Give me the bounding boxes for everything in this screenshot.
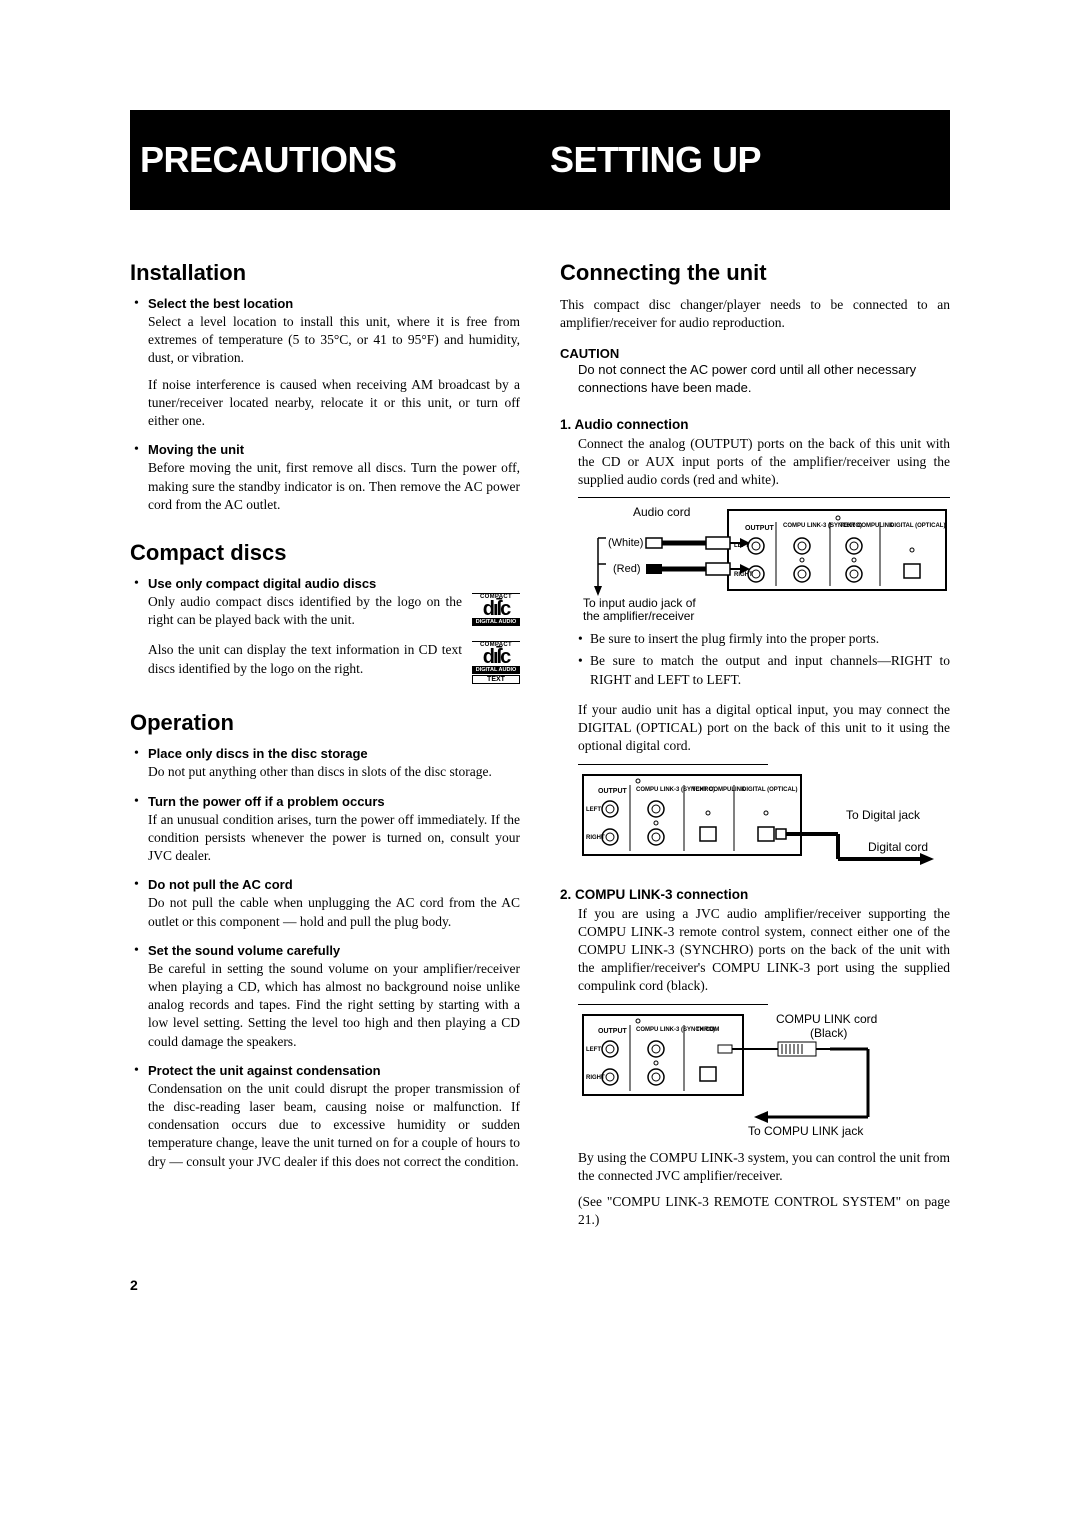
audio-body: Connect the analog (OUTPUT) ports on the… bbox=[560, 435, 950, 490]
installation-list: Select the best location Select a level … bbox=[130, 296, 520, 514]
svg-text:OUTPUT: OUTPUT bbox=[598, 788, 628, 795]
audio-head: 1. Audio connection bbox=[560, 417, 950, 432]
item-body: Be careful in setting the sound volume o… bbox=[148, 960, 520, 1051]
installation-title: Installation bbox=[130, 260, 520, 286]
item-head: Use only compact digital audio discs bbox=[148, 576, 520, 591]
left-column: Installation Select the best location Se… bbox=[130, 260, 520, 1237]
label-to-compu: To COMPU LINK jack bbox=[748, 1124, 864, 1138]
caution-head: CAUTION bbox=[560, 346, 950, 361]
list-item: Do not pull the AC cord Do not pull the … bbox=[130, 877, 520, 930]
compact-disc-logo: COMPACT dıſ̄c DIGITAL AUDIO bbox=[472, 593, 520, 626]
connecting-title: Connecting the unit bbox=[560, 260, 950, 286]
compu-after1: By using the COMPU LINK-3 system, you ca… bbox=[560, 1149, 950, 1185]
item-body: Do not pull the cable when unplugging th… bbox=[148, 894, 520, 930]
svg-text:TX COM: TX COM bbox=[696, 1027, 719, 1033]
item-body: Do not put anything other than discs in … bbox=[148, 763, 520, 781]
svg-text:RIGHT: RIGHT bbox=[734, 572, 753, 578]
compu-body: If you are using a JVC audio amplifier/r… bbox=[560, 905, 950, 996]
label-audio-cord: Audio cord bbox=[633, 505, 690, 519]
svg-text:TEXT COMPULINK: TEXT COMPULINK bbox=[840, 523, 894, 529]
list-item: Be sure to match the output and input ch… bbox=[578, 652, 950, 688]
item-body: Also the unit can display the text infor… bbox=[148, 641, 462, 677]
discs-title: Compact discs bbox=[130, 540, 520, 566]
label-compu-cord: COMPU LINK cord bbox=[776, 1012, 877, 1026]
right-column: Connecting the unit This compact disc ch… bbox=[560, 260, 950, 1237]
svg-text:DIGITAL (OPTICAL): DIGITAL (OPTICAL) bbox=[890, 523, 945, 529]
operation-list: Place only discs in the disc storage Do … bbox=[130, 746, 520, 1171]
list-item: Be sure to insert the plug firmly into t… bbox=[578, 630, 950, 648]
item-body: If noise interference is caused when rec… bbox=[148, 376, 520, 431]
digital-connection-diagram: OUTPUT COMPU LINK-3 (SYNCHRO) TEXT COMPU… bbox=[578, 764, 768, 869]
item-head: Protect the unit against condensation bbox=[148, 1063, 520, 1078]
label-to-input: To input audio jack of bbox=[583, 596, 696, 610]
cd-text-logo: COMPACT dıſ̄c DIGITAL AUDIO TEXT bbox=[472, 641, 520, 684]
header-bar: PRECAUTIONS SETTING UP bbox=[130, 110, 950, 210]
label-digital-cord: Digital cord bbox=[868, 840, 928, 854]
audio-connection-diagram: Audio cord OUTPUT COMPU LINK-3 (SYNCHRO)… bbox=[578, 497, 950, 622]
compu-head: 2. COMPU LINK-3 connection bbox=[560, 887, 950, 902]
audio-bullets: Be sure to insert the plug firmly into t… bbox=[560, 630, 950, 689]
list-item: Place only discs in the disc storage Do … bbox=[130, 746, 520, 781]
item-head: Do not pull the AC cord bbox=[148, 877, 520, 892]
header-right: SETTING UP bbox=[550, 139, 761, 181]
body-columns: Installation Select the best location Se… bbox=[130, 260, 950, 1237]
svg-text:OUTPUT: OUTPUT bbox=[598, 1028, 628, 1035]
connecting-intro: This compact disc changer/player needs t… bbox=[560, 296, 950, 332]
label-white: (White) bbox=[608, 537, 643, 549]
item-body: If an unusual condition arises, turn the… bbox=[148, 811, 520, 866]
list-item: Select the best location Select a level … bbox=[130, 296, 520, 430]
item-body: Select a level location to install this … bbox=[148, 313, 520, 368]
audio-after: If your audio unit has a digital optical… bbox=[560, 701, 950, 756]
item-head: Moving the unit bbox=[148, 442, 520, 457]
label-black: (Black) bbox=[810, 1026, 847, 1040]
caution-body: Do not connect the AC power cord until a… bbox=[560, 361, 950, 396]
operation-title: Operation bbox=[130, 710, 520, 736]
compulink-diagram: OUTPUT COMPU LINK-3 (SYNCHRO) TX COM LEF… bbox=[578, 1004, 768, 1139]
discs-list: Use only compact digital audio discs Onl… bbox=[130, 576, 520, 684]
svg-text:DIGITAL (OPTICAL): DIGITAL (OPTICAL) bbox=[742, 787, 797, 793]
list-item: Moving the unit Before moving the unit, … bbox=[130, 442, 520, 514]
svg-text:the amplifier/receiver: the amplifier/receiver bbox=[583, 609, 694, 622]
svg-text:LEFT: LEFT bbox=[586, 1047, 601, 1053]
compulink-plug-icon bbox=[778, 1042, 830, 1056]
item-head: Set the sound volume carefully bbox=[148, 943, 520, 958]
label-red: (Red) bbox=[613, 563, 641, 575]
list-item: Use only compact digital audio discs Onl… bbox=[130, 576, 520, 684]
item-body: Only audio compact discs identified by t… bbox=[148, 593, 462, 629]
compu-after2: (See "COMPU LINK-3 REMOTE CONTROL SYSTEM… bbox=[560, 1193, 950, 1229]
item-body: Condensation on the unit could disrupt t… bbox=[148, 1080, 520, 1171]
item-body: Before moving the unit, first remove all… bbox=[148, 459, 520, 514]
list-item: Set the sound volume carefully Be carefu… bbox=[130, 943, 520, 1051]
label-to-digital: To Digital jack bbox=[846, 808, 921, 822]
svg-text:LEFT: LEFT bbox=[586, 807, 601, 813]
header-left: PRECAUTIONS bbox=[140, 139, 397, 181]
svg-text:TEXT COMPULINK: TEXT COMPULINK bbox=[692, 787, 746, 793]
page-number: 2 bbox=[130, 1277, 950, 1293]
item-head: Select the best location bbox=[148, 296, 520, 311]
list-item: Turn the power off if a problem occurs I… bbox=[130, 794, 520, 866]
list-item: Protect the unit against condensation Co… bbox=[130, 1063, 520, 1171]
item-head: Turn the power off if a problem occurs bbox=[148, 794, 520, 809]
svg-text:OUTPUT: OUTPUT bbox=[745, 525, 775, 532]
item-head: Place only discs in the disc storage bbox=[148, 746, 520, 761]
